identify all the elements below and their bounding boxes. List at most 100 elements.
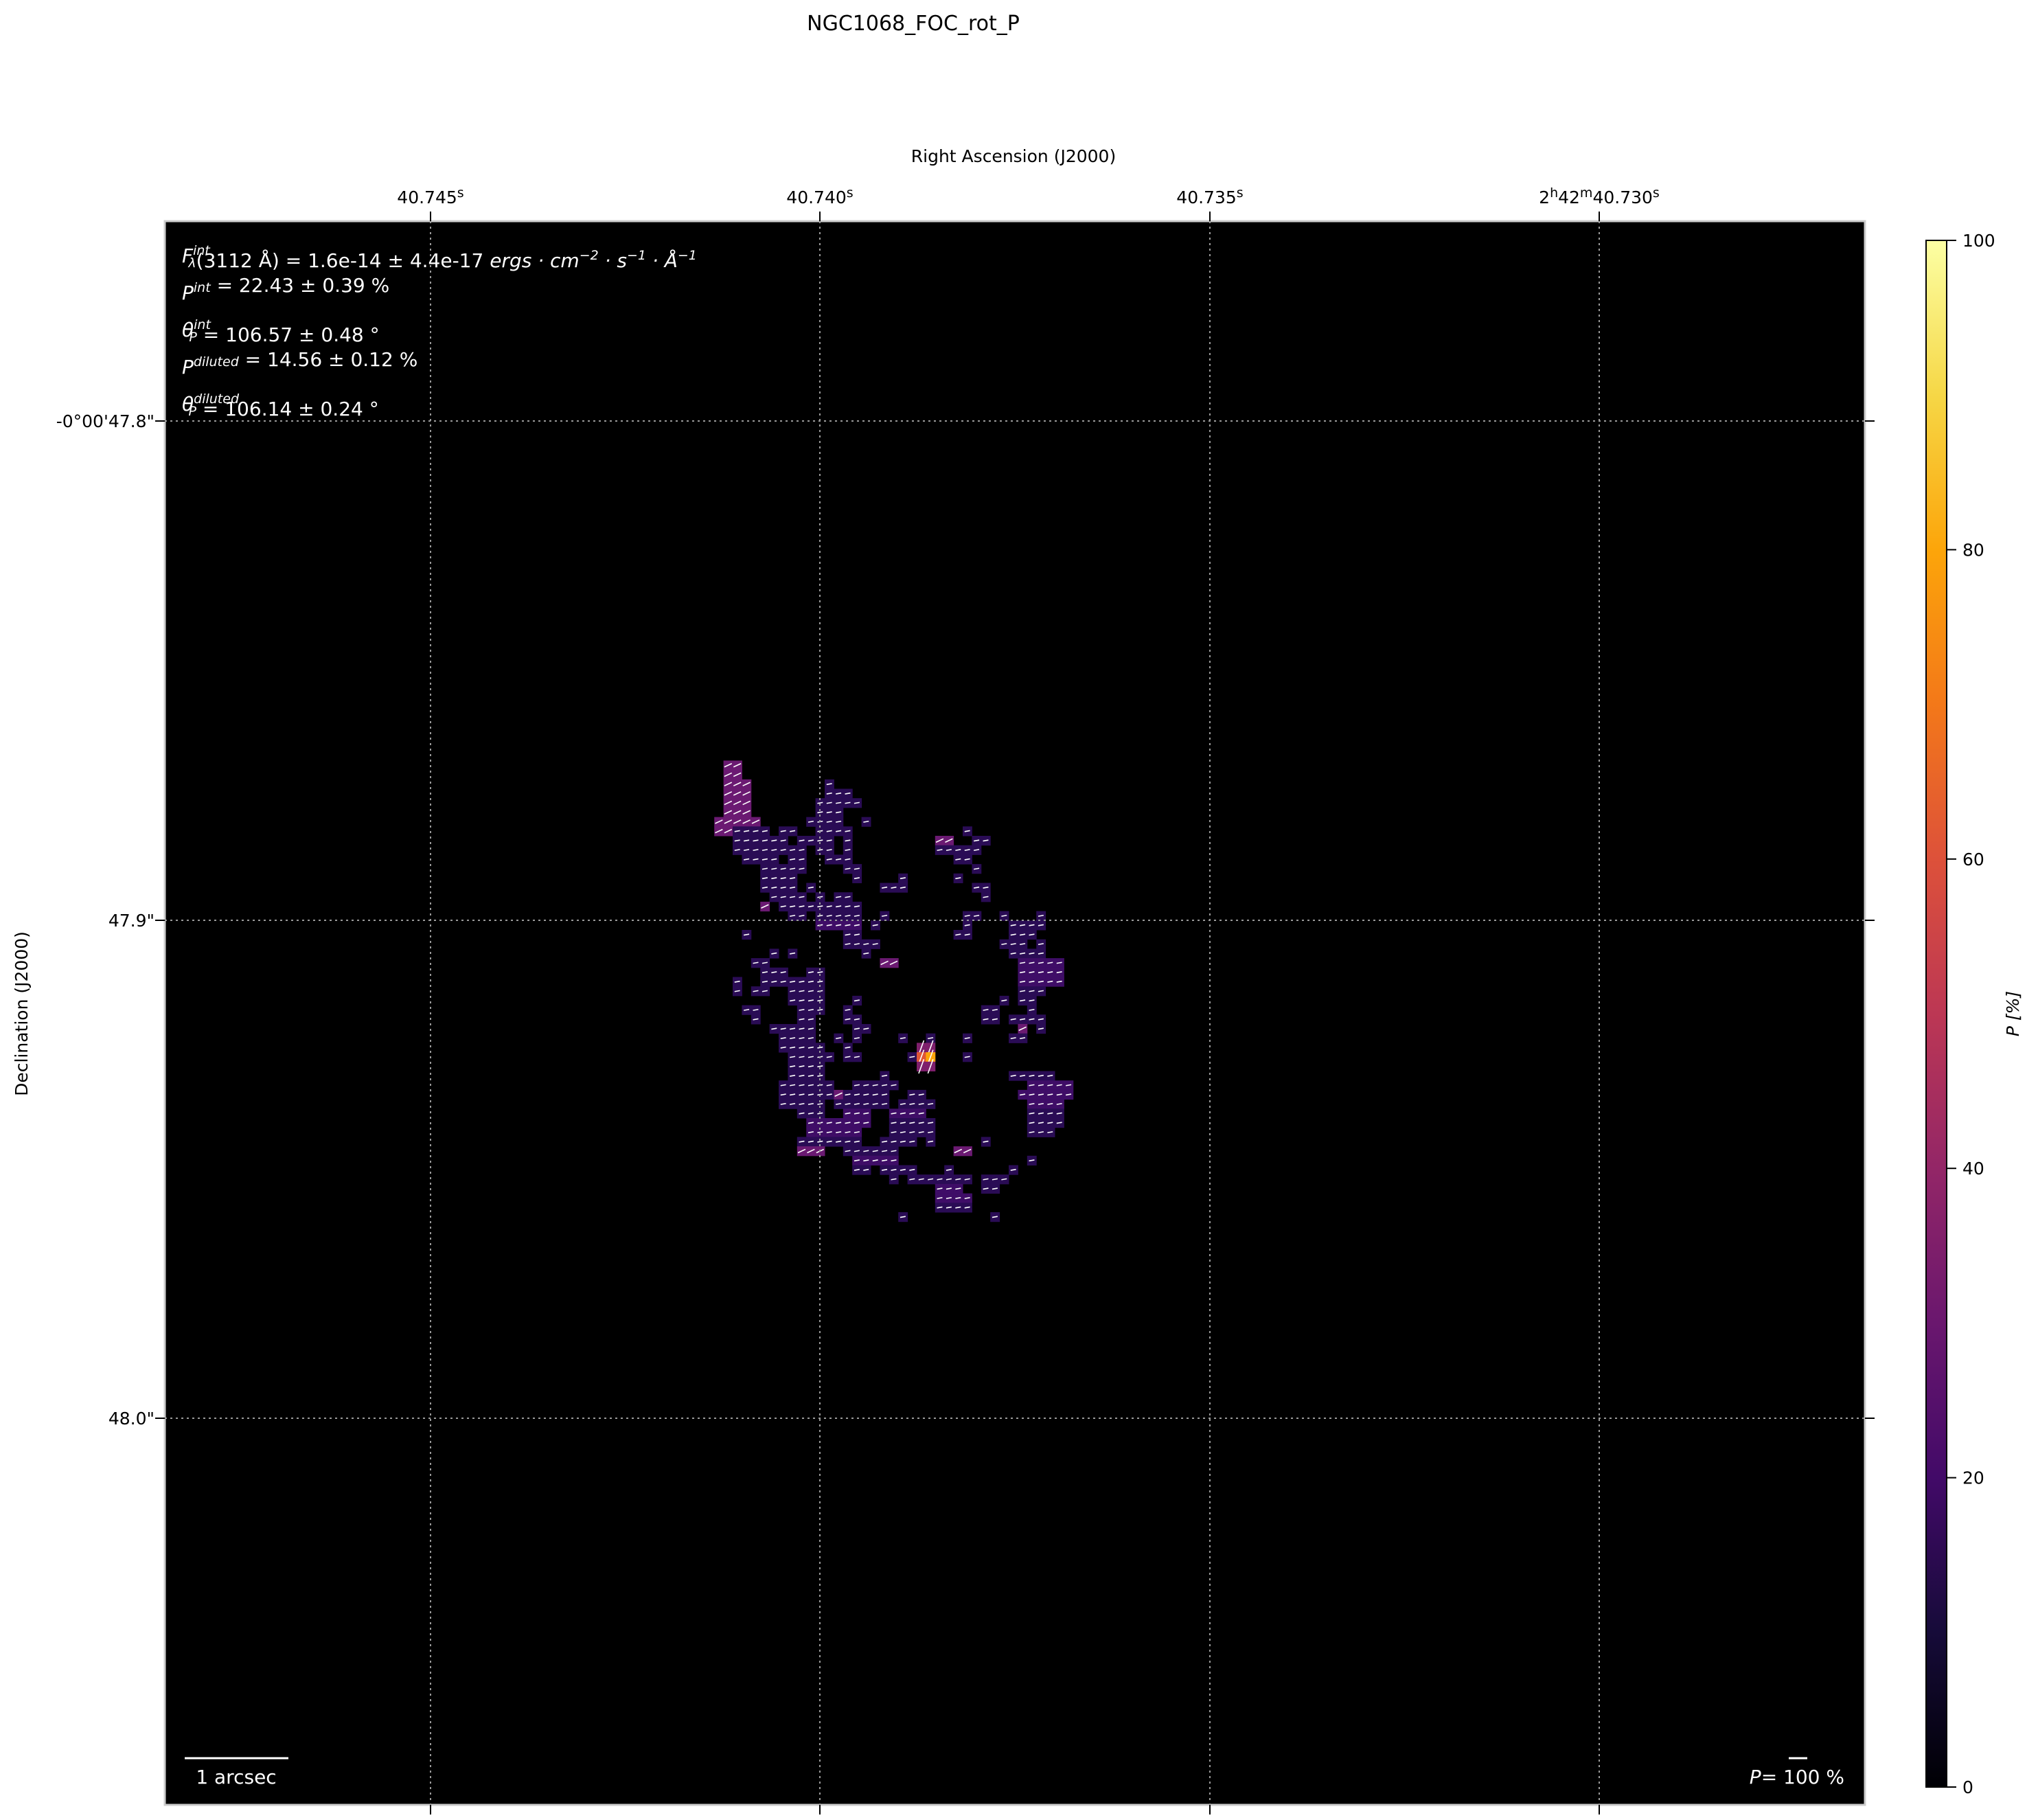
polarization-vector <box>771 867 777 870</box>
polarization-vector <box>918 1122 924 1124</box>
polarization-vector <box>762 858 768 861</box>
polarization-vector <box>955 933 961 936</box>
polarization-vector <box>715 828 723 834</box>
grid-lines <box>165 221 1865 1805</box>
polarization-vector <box>1029 1093 1035 1096</box>
polarization-vector <box>744 933 750 936</box>
polarization-vector <box>799 914 805 917</box>
colorbar-tick-label: 0 <box>1962 1777 1973 1797</box>
x-axis-label: Right Ascension (J2000) <box>911 146 1116 166</box>
polarization-vector <box>909 1140 915 1143</box>
polarization-vector <box>891 1131 897 1134</box>
polarization-vector <box>955 858 961 861</box>
polarization-vector <box>733 772 742 777</box>
vector-scale-label: P= 100 % <box>1750 1766 1844 1788</box>
polarization-vector <box>1038 1093 1044 1096</box>
polarization-vector <box>900 1140 906 1143</box>
polarization-vector <box>872 1093 878 1096</box>
polarization-vector <box>955 1187 961 1190</box>
polarization-vector <box>1056 1084 1062 1087</box>
polarization-vector <box>753 962 759 964</box>
polarization-vector <box>742 782 751 786</box>
polarization-vector <box>854 867 860 870</box>
polarization-vector <box>780 896 786 898</box>
polarization-vector <box>836 830 842 832</box>
polarization-vector <box>935 838 944 843</box>
polarization-vector <box>863 1122 869 1124</box>
polarization-map <box>714 760 1074 1222</box>
polarization-vector <box>826 801 832 804</box>
polarization-vector <box>799 1046 805 1049</box>
polarization-vector <box>1020 980 1026 983</box>
polarization-vector <box>891 1150 897 1152</box>
polarization-vector <box>799 1084 805 1087</box>
polarization-vector <box>808 1027 814 1030</box>
polarization-vector <box>891 886 897 889</box>
polarization-vector <box>918 1059 925 1074</box>
polarization-vector <box>790 905 796 908</box>
polarization-vector <box>889 960 898 966</box>
polarization-vector <box>928 1140 934 1143</box>
polarization-vector <box>780 1093 786 1096</box>
polarization-vector <box>799 1140 805 1143</box>
polarization-vector <box>780 867 786 870</box>
polarization-vector <box>872 924 878 926</box>
polarization-vector <box>817 1065 823 1068</box>
chart-title: NGC1068_FOC_rot_P <box>807 12 1020 36</box>
polarization-vector <box>834 1092 843 1097</box>
polarization-vector <box>1038 924 1044 926</box>
polarization-vector <box>826 1084 832 1087</box>
polarization-vector <box>771 858 777 861</box>
polarization-vector <box>817 1131 823 1134</box>
y-ticks: -0°00'47.8" 47.9" 48.0" <box>56 411 1875 1429</box>
polarization-vector <box>780 980 786 983</box>
polarization-vector <box>1010 933 1016 936</box>
polarization-vector <box>1029 962 1035 964</box>
polarization-vector <box>715 819 723 824</box>
polarization-vector <box>1038 1131 1044 1134</box>
polarization-vector <box>891 1122 897 1124</box>
polarization-vector <box>1038 952 1044 955</box>
polarization-vector <box>974 914 980 917</box>
polarization-vector <box>744 830 750 832</box>
polarization-vector <box>780 886 786 889</box>
polarization-vector <box>1020 1093 1026 1096</box>
polarization-vector <box>808 839 814 842</box>
polarization-vector <box>1047 1131 1053 1134</box>
polarization-vector <box>891 1159 897 1162</box>
polarization-vector <box>826 1131 832 1134</box>
colorbar-tick-label: 60 <box>1962 850 1984 869</box>
polarization-vector <box>1018 1026 1027 1032</box>
polarization-vector <box>790 914 796 917</box>
polarization-vector <box>836 820 842 823</box>
polarization-vector <box>724 819 733 824</box>
polarization-vector <box>845 858 851 861</box>
polarization-vector <box>724 810 733 815</box>
polarization-vector <box>909 1122 915 1124</box>
polarization-vector <box>983 1140 989 1143</box>
polarization-vector <box>742 800 751 806</box>
polarization-vector <box>808 1056 814 1058</box>
polarization-vector <box>826 1093 832 1096</box>
polarization-vector <box>734 830 740 832</box>
polarization-vector <box>863 1150 869 1152</box>
polarization-vector <box>780 1046 786 1049</box>
polarization-vector <box>799 1065 805 1068</box>
polarization-vector <box>900 1122 906 1124</box>
polarization-vector <box>863 1159 869 1162</box>
polarization-vector <box>918 1131 924 1134</box>
polarization-vector <box>808 820 814 823</box>
polarization-vector <box>845 1093 851 1096</box>
annotation-line: Pint = 22.43 ± 0.39 % <box>182 274 389 304</box>
polarization-vector <box>909 1056 915 1058</box>
polarization-vector <box>1038 980 1044 983</box>
polarization-vector <box>808 886 814 889</box>
polarization-vector <box>992 1187 998 1190</box>
annotation-line: Pdiluted = 14.56 ± 0.12 % <box>182 348 417 378</box>
y-axis-label: Declination (J2000) <box>12 931 32 1096</box>
polarization-vector <box>854 1140 860 1143</box>
polarization-vector <box>762 962 768 964</box>
polarization-vector <box>845 1131 851 1134</box>
polarization-vector <box>854 1027 860 1030</box>
polarization-vector <box>964 858 970 861</box>
